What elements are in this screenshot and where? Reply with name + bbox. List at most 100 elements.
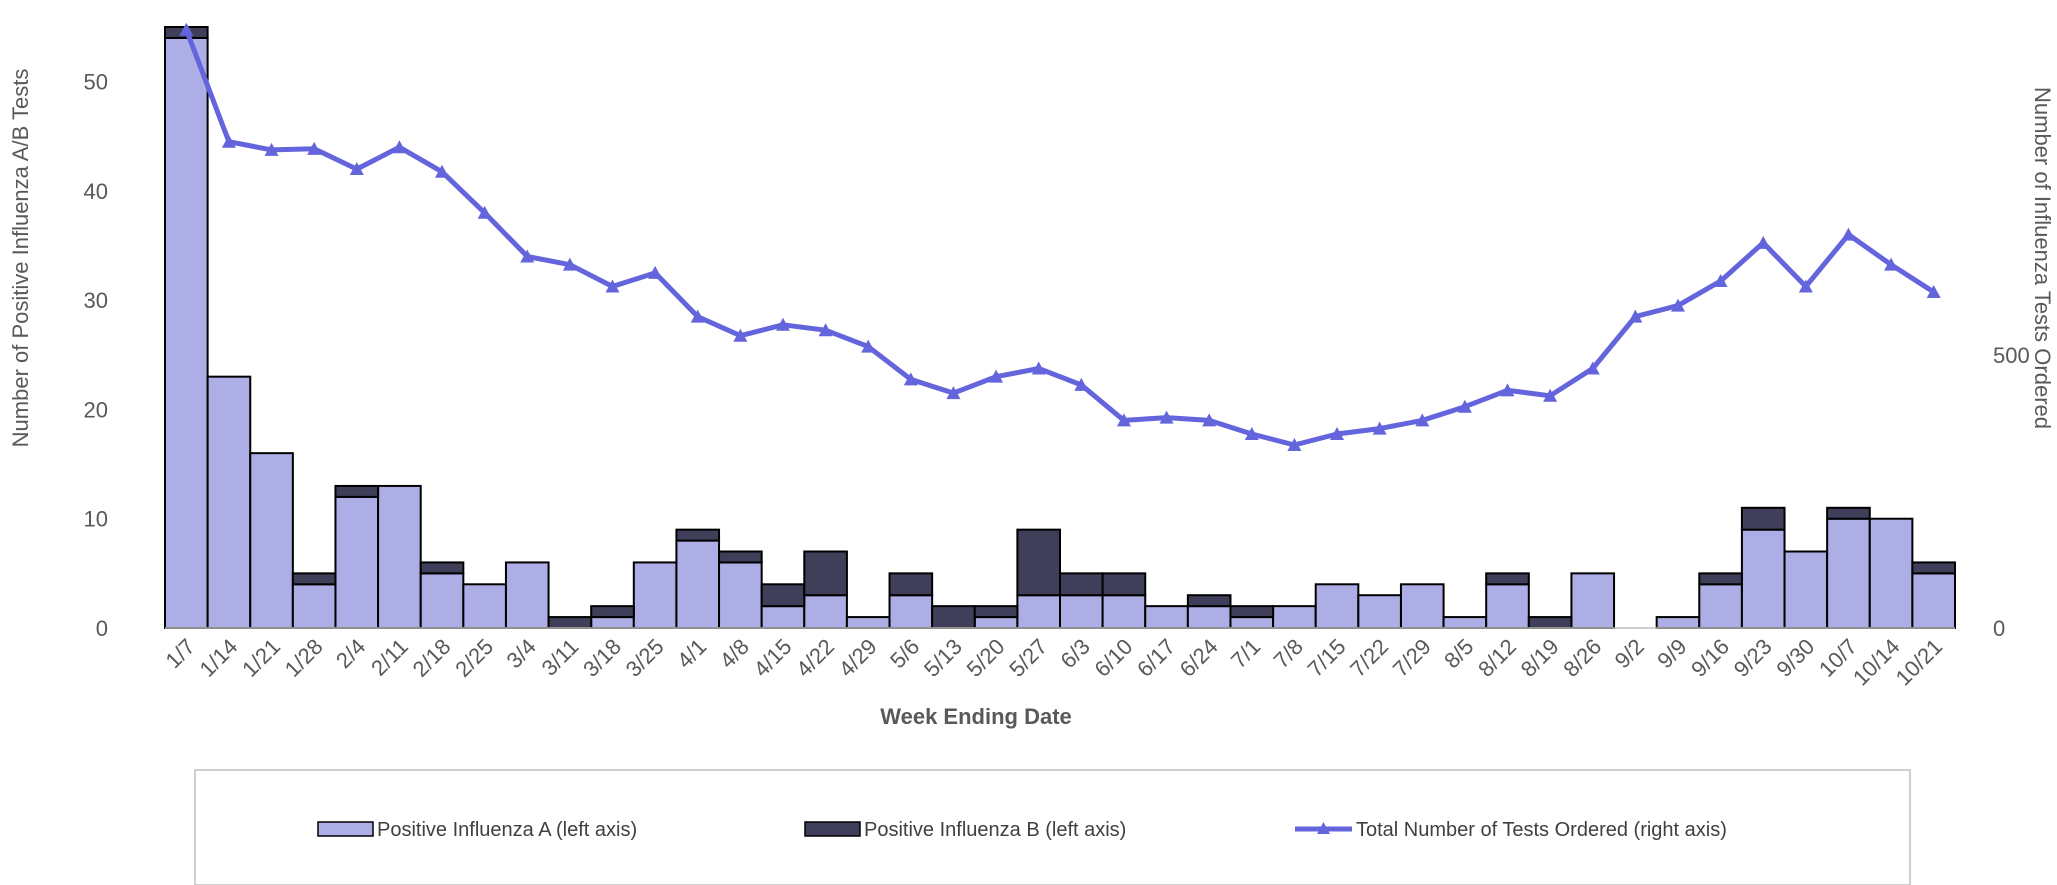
bar-influenza-b-4/15 [760, 583, 806, 608]
bar-influenza-b-10/7 [1826, 506, 1871, 520]
bar-influenza-a-7/22 [1357, 594, 1402, 630]
bar-influenza-a-4/1 [675, 539, 721, 630]
bar-influenza-a-7/29 [1399, 583, 1445, 629]
left-y-tick-10: 10 [84, 507, 108, 532]
x-tick-7/15: 7/15 [1303, 634, 1351, 682]
x-tick-2/4: 2/4 [331, 634, 370, 673]
tests-ordered-point-8/5 [1457, 399, 1472, 413]
left-y-tick-0: 0 [96, 616, 108, 641]
tests-ordered-point-7/1 [1244, 427, 1259, 441]
bar-influenza-b-3/11 [547, 616, 593, 630]
bar-influenza-a-1/28 [291, 583, 337, 629]
x-tick-7/29: 7/29 [1388, 634, 1436, 682]
tests-ordered-point-6/10 [1116, 413, 1131, 427]
tests-ordered-point-5/13 [946, 386, 961, 400]
bar-influenza-a-4/15 [760, 605, 806, 629]
tests-ordered-point-6/24 [1202, 413, 1217, 427]
x-tick-5/27: 5/27 [1004, 634, 1052, 682]
bar-influenza-a-4/8 [718, 561, 763, 629]
tests-ordered-point-3/25 [648, 265, 663, 279]
bar-influenza-a-7/15 [1314, 583, 1360, 629]
bar-influenza-a-8/5 [1442, 616, 1488, 630]
bar-influenza-a-8/26 [1570, 572, 1616, 630]
bar-influenza-a-7/8 [1272, 605, 1317, 629]
x-tick-3/25: 3/25 [621, 634, 669, 682]
tests-ordered-point-9/23 [1756, 235, 1771, 249]
bar-influenza-b-5/6 [888, 572, 934, 597]
bar-influenza-b-3/18 [590, 605, 635, 619]
bar-influenza-b-5/20 [973, 605, 1019, 619]
bar-influenza-a-5/27 [1016, 594, 1062, 630]
x-tick-8/19: 8/19 [1516, 634, 1564, 682]
bar-influenza-b-6/3 [1059, 572, 1104, 597]
x-tick-6/17: 6/17 [1132, 634, 1180, 682]
legend: Positive Influenza A (left axis) Positiv… [194, 769, 1911, 885]
x-tick-5/20: 5/20 [962, 634, 1010, 682]
bar-influenza-a-6/24 [1186, 605, 1232, 629]
bar-influenza-b-6/10 [1101, 572, 1147, 597]
bar-influenza-b-10/21 [1911, 561, 1957, 575]
bar-influenza-a-2/18 [419, 572, 465, 630]
tests-ordered-point-7/15 [1330, 427, 1345, 441]
tests-ordered-point-3/11 [562, 257, 577, 271]
bar-influenza-a-2/4 [334, 495, 380, 630]
x-tick-1/7: 1/7 [161, 634, 200, 673]
x-tick-10/21: 10/21 [1891, 634, 1948, 691]
bar-influenza-a-10/21 [1911, 572, 1957, 630]
x-axis-ticks: 1/71/141/211/28 2/42/112/182/25 3/43/113/1… [161, 634, 1948, 691]
tests-ordered-point-4/22 [818, 323, 833, 337]
right-y-tick-0: 0 [1993, 616, 2005, 641]
bar-influenza-a-3/4 [504, 561, 550, 629]
tests-ordered-line-path [183, 28, 1936, 448]
bar-influenza-a-6/3 [1059, 594, 1104, 630]
legend-swatch-influenza-b [804, 821, 861, 837]
tests-ordered-point-4/8 [733, 328, 748, 342]
tests-ordered-point-6/3 [1074, 377, 1089, 391]
bar-influenza-a-4/29 [845, 616, 891, 630]
tests-ordered-point-10/21 [1926, 284, 1941, 298]
right-y-axis-ticks: 0 500 [1993, 343, 2030, 641]
tests-ordered-point-9/9 [1670, 298, 1685, 312]
x-tick-1/28: 1/28 [280, 634, 328, 682]
x-tick-7/1: 7/1 [1226, 634, 1265, 673]
left-y-tick-50: 50 [84, 70, 108, 95]
tests-ordered-point-3/18 [605, 279, 620, 293]
x-tick-9/9: 9/9 [1652, 634, 1691, 673]
right-y-tick-500: 500 [1993, 343, 2030, 368]
left-y-tick-40: 40 [84, 179, 108, 204]
legend-label-tests-ordered: Total Number of Tests Ordered (right axi… [1356, 819, 1727, 841]
legend-label-influenza-b: Positive Influenza B (left axis) [864, 819, 1126, 841]
tests-ordered-point-4/15 [775, 317, 790, 331]
legend-box [194, 769, 1911, 885]
tests-ordered-point-10/7 [1841, 227, 1856, 241]
bar-influenza-a-7/1 [1229, 616, 1275, 630]
left-y-tick-30: 30 [84, 288, 108, 313]
tests-ordered-point-1/21 [264, 142, 279, 156]
x-tick-3/4: 3/4 [501, 634, 540, 673]
bar-influenza-b-2/18 [419, 561, 465, 575]
bar-influenza-a-1/21 [249, 452, 294, 629]
bar-influenza-b-4/22 [803, 550, 848, 597]
bar-influenza-b-2/4 [334, 484, 380, 498]
bar-influenza-a-9/30 [1783, 550, 1829, 629]
bar-influenza-b-8/19 [1527, 616, 1573, 630]
x-tick-3/18: 3/18 [578, 634, 626, 682]
bar-influenza-b-4/1 [675, 528, 721, 542]
tests-ordered-point-9/30 [1798, 279, 1813, 293]
tests-ordered-point-4/1 [690, 309, 705, 323]
x-tick-2/25: 2/25 [450, 634, 498, 682]
tests-ordered-point-10/14 [1884, 257, 1899, 271]
bar-influenza-a-6/10 [1101, 594, 1147, 630]
x-tick-5/6: 5/6 [885, 634, 924, 673]
bar-influenza-a-3/25 [632, 561, 678, 629]
tests-ordered-point-2/25 [477, 205, 492, 219]
bar-influenza-a-10/14 [1868, 517, 1914, 630]
x-tick-7/22: 7/22 [1345, 634, 1393, 682]
bar-influenza-a-3/18 [590, 616, 635, 630]
tests-ordered-point-1/7 [179, 22, 194, 36]
bar-influenza-b-4/8 [718, 550, 763, 564]
x-tick-2/11: 2/11 [366, 634, 413, 681]
bar-influenza-a-2/11 [377, 484, 422, 630]
bar-influenza-b-9/23 [1740, 506, 1786, 531]
